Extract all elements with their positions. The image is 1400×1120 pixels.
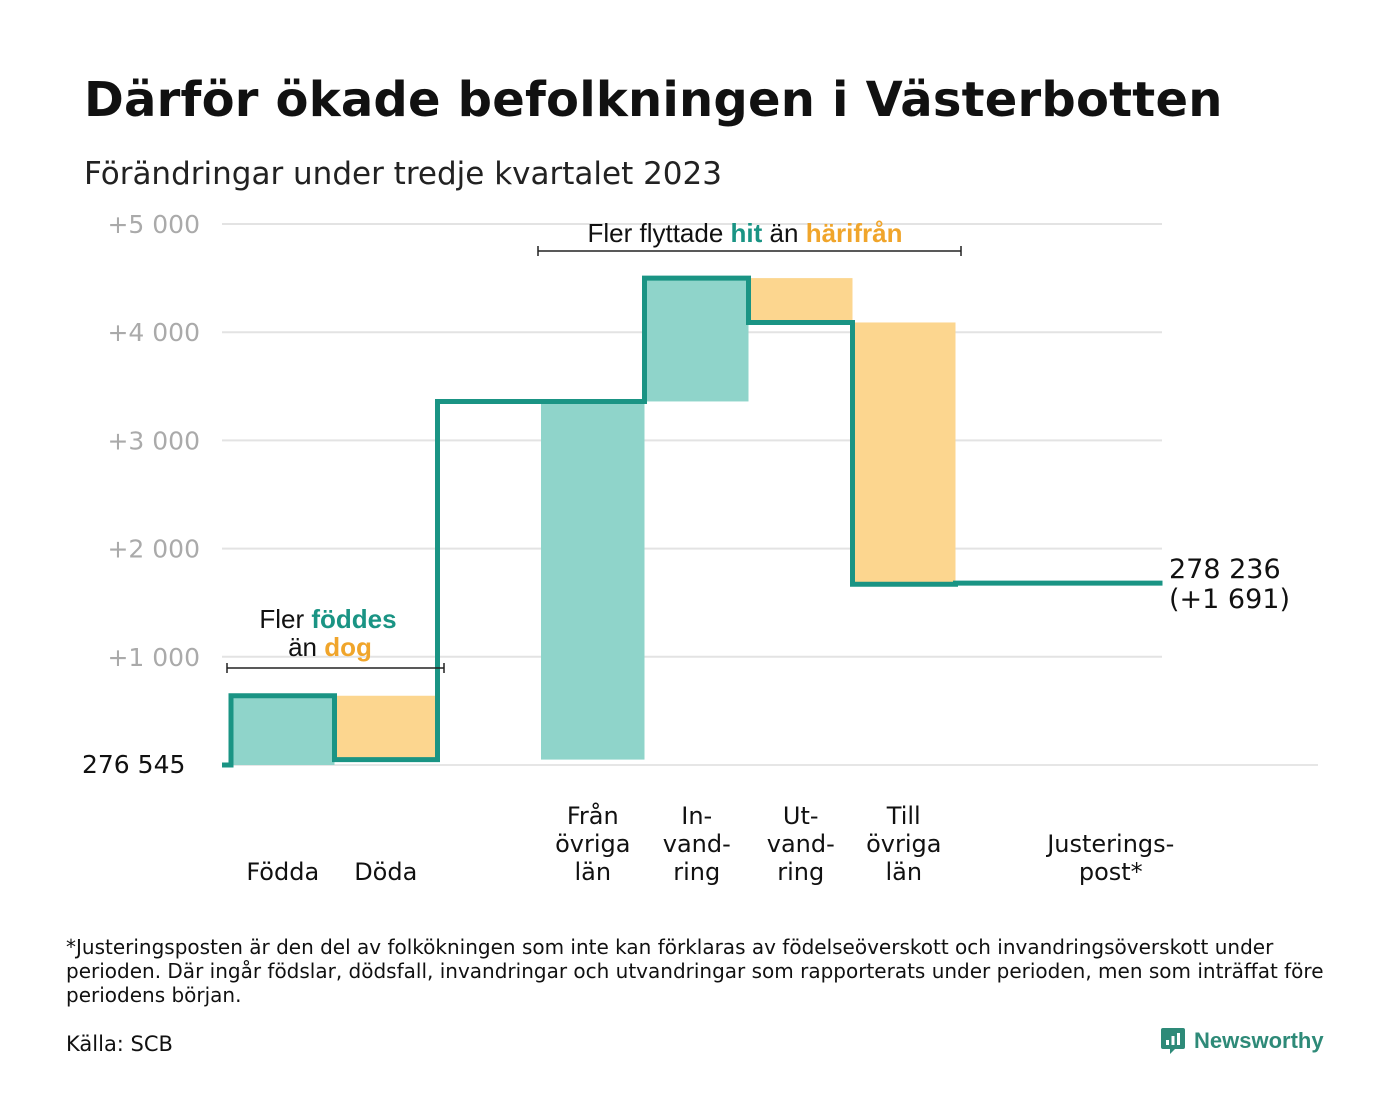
category-label-justeringspost: Justerings-post* [1045,830,1174,886]
y-tick-label-3: +3 000 [107,426,200,455]
category-label-fran_ovriga_lan: Från övriga län [555,801,630,886]
bar-invandring [645,278,749,402]
category-label-invandring: In-vand-ring [663,802,731,886]
annotation-migration-bracket [537,246,962,256]
start-value-label: 276 545 [82,750,185,779]
bar-till_ovriga_lan [852,322,956,585]
chart-subtitle: Förändringar under tredje kvartalet 2023 [84,156,722,192]
y-tick-label-1: +1 000 [107,643,200,672]
bar-fran_ovriga_lan [541,401,645,760]
newsworthy-logo-icon [1161,1028,1185,1054]
cumulative-step-line [222,275,1163,768]
annotation-migration-line1: Fler flyttade hit än härifrån [587,218,902,248]
category-label-fodda: Födda [246,858,319,886]
waterfall-chart: +1 000 +2 000 +3 000 +4 000 +5 000 276 545 278… [82,210,1318,886]
bar-doda [334,695,438,760]
annotation-births-line1: Fler föddes [259,604,396,634]
y-tick-label-4: +4 000 [107,318,200,347]
footnote: *Justeringsposten är den del av folkökni… [66,935,1324,1007]
end-value-label: 278 236 [1169,554,1281,585]
y-tick-label-2: +2 000 [107,535,200,564]
end-change-label: (+1 691) [1169,584,1290,615]
brand-name: Newsworthy [1194,1028,1324,1053]
y-tick-label-5: +5 000 [107,210,200,239]
source-label: Källa: SCB [66,1032,173,1056]
annotation-births-line2: än dog [288,632,372,662]
bar-utvandring [749,278,853,323]
bar-fodda [231,695,335,765]
category-label-utvandring: Ut-vand-ring [767,802,835,886]
category-label-doda: Döda [354,858,417,886]
annotation-births-bracket [226,663,445,673]
category-label-till_ovriga_lan: Till övriga län [866,802,941,886]
chart-title: Därför ökade befolkningen i Västerbotten [84,72,1223,128]
brand-logo: Newsworthy [1160,1026,1324,1056]
